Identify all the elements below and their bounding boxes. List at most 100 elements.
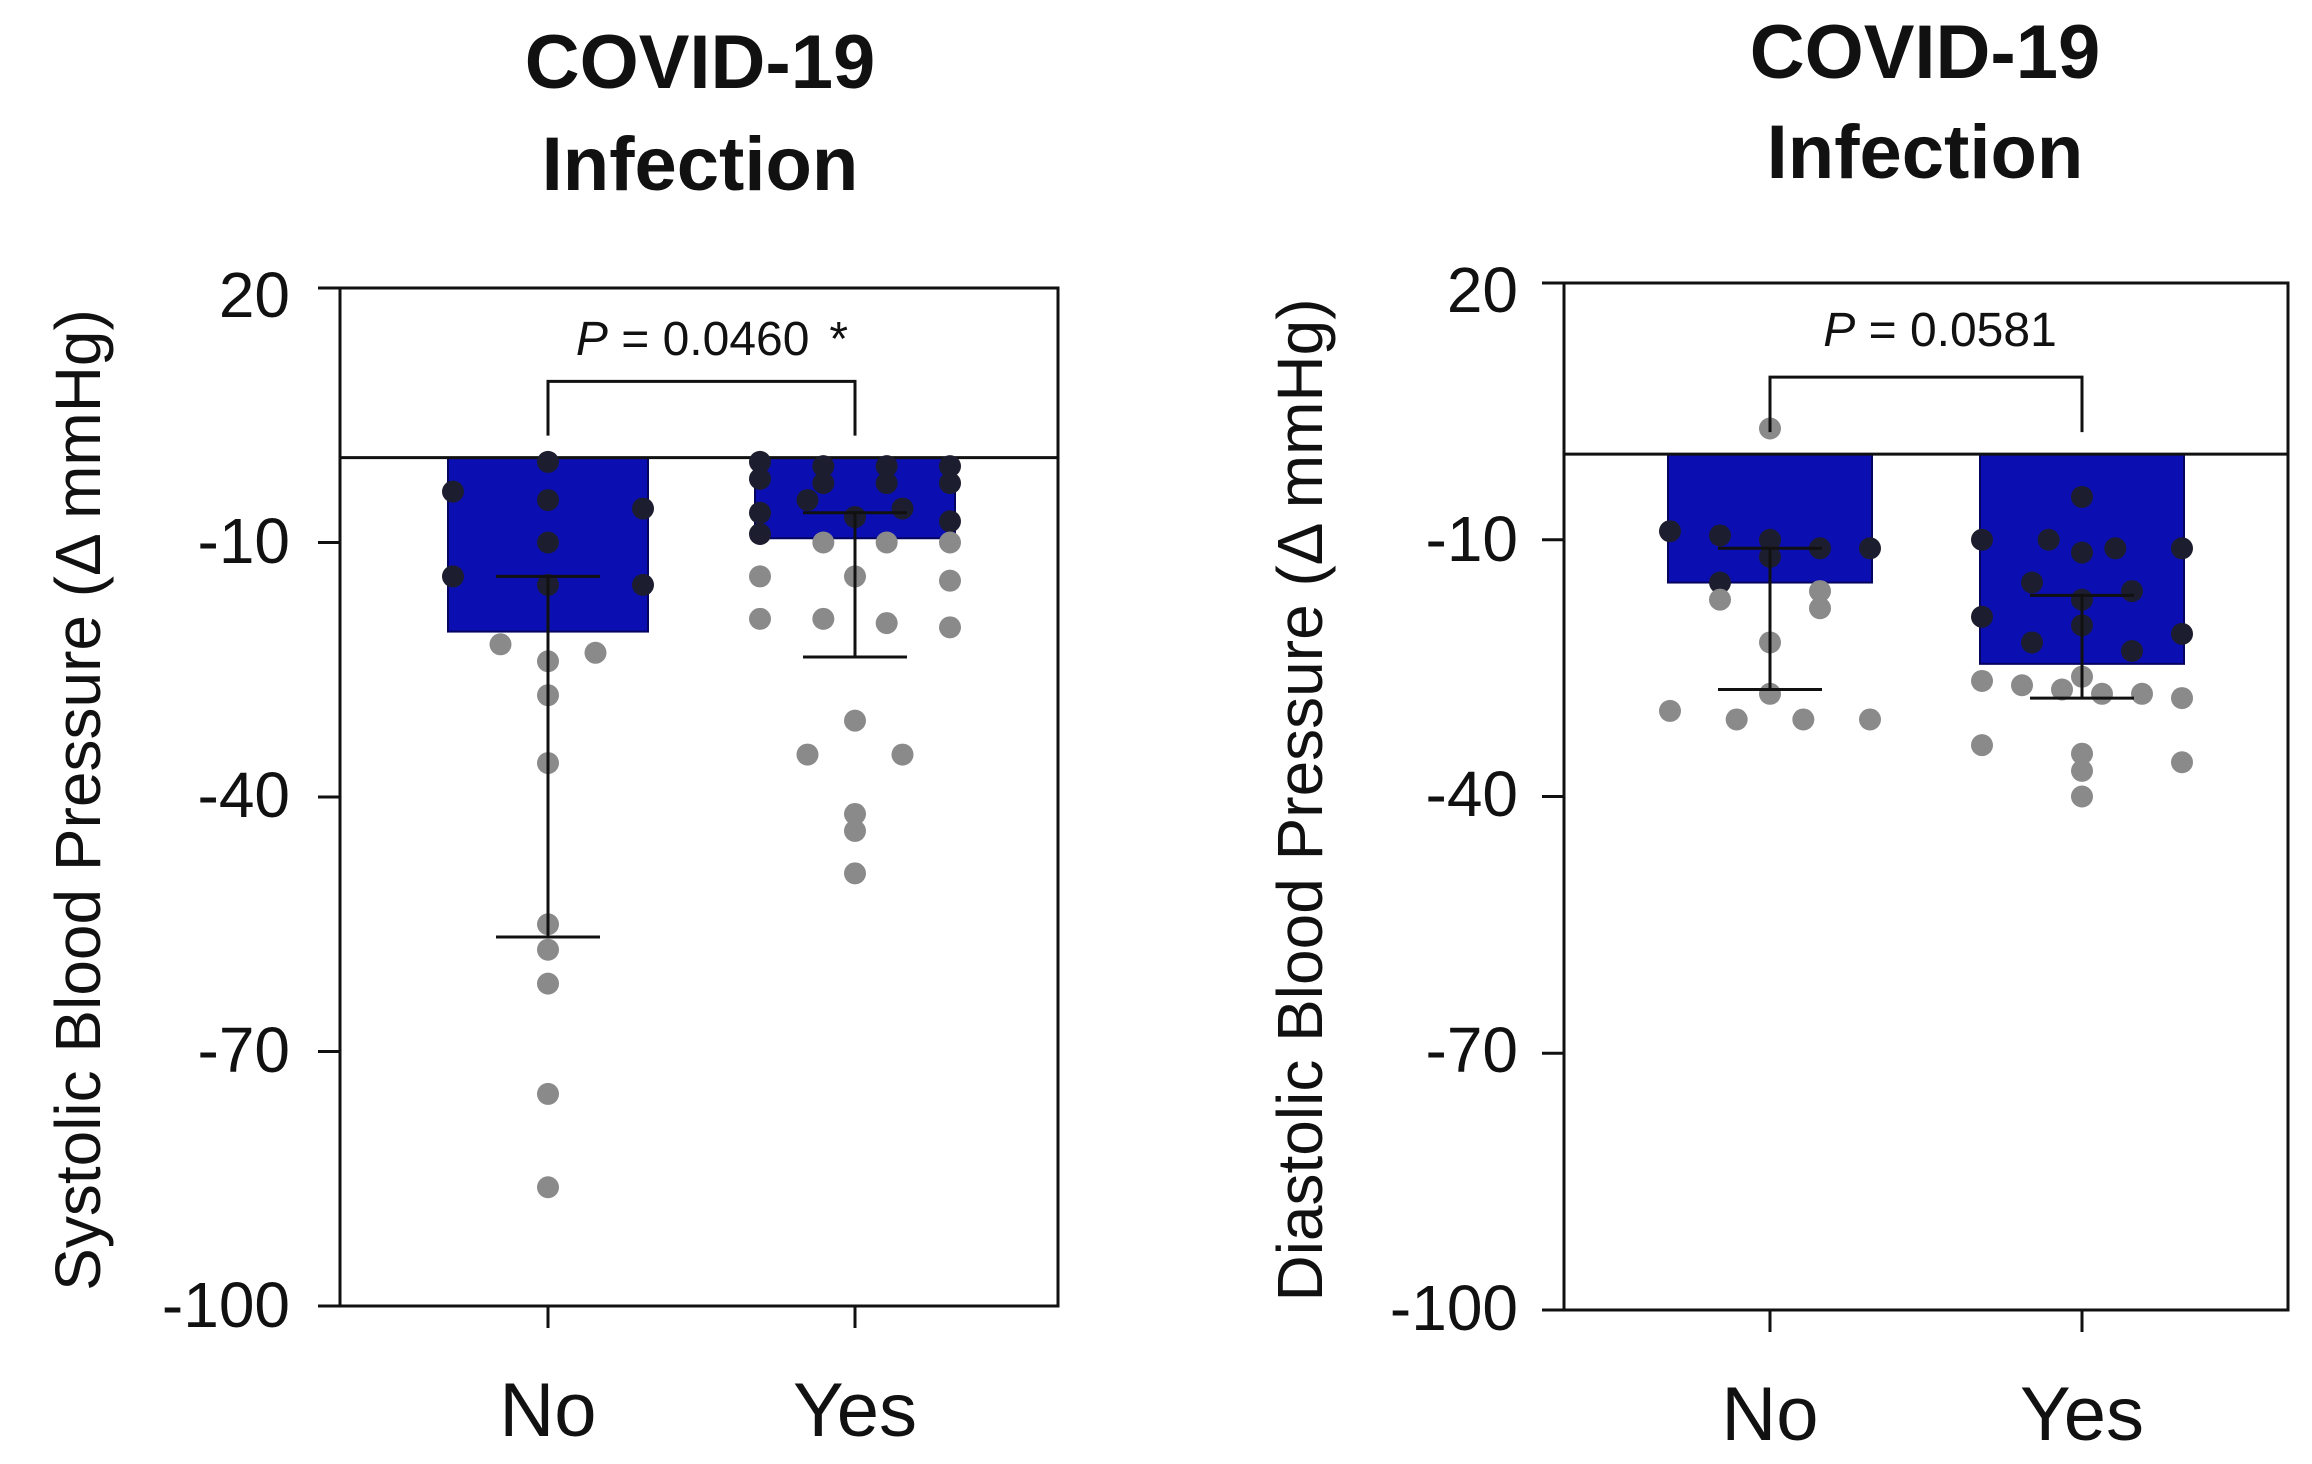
data-point (2021, 571, 2043, 594)
data-point (749, 467, 771, 490)
data-point (632, 573, 654, 596)
data-point (939, 616, 961, 639)
comparison-bracket (546, 379, 857, 436)
data-point (2051, 678, 2073, 701)
plot-frame (338, 286, 1060, 1308)
data-point (812, 607, 835, 630)
data-point (489, 633, 512, 656)
data-point (1971, 605, 1993, 628)
data-point (2171, 622, 2193, 645)
x-category-label-no: No (499, 1368, 596, 1453)
y-tick-label: -100 (1390, 1272, 1518, 1344)
data-point (875, 612, 898, 635)
data-point (537, 1082, 559, 1105)
y-tick-label: 20 (219, 259, 290, 331)
plot-frame (1562, 281, 2290, 1312)
data-point (844, 709, 866, 732)
p-value-annotation: P = 0.0581 (1823, 304, 2057, 357)
data-point (1709, 524, 1731, 547)
data-point (2071, 541, 2093, 564)
data-point (749, 565, 771, 588)
y-tick-label: -70 (198, 1014, 291, 1086)
y-axis-label: Systolic Blood Pressure (Δ mmHg) (42, 309, 114, 1291)
data-point (812, 455, 835, 478)
data-point (1725, 708, 1748, 731)
data-point (939, 510, 961, 533)
data-point (2071, 785, 2093, 808)
data-point (2171, 537, 2193, 560)
y-tick-label: -40 (1426, 758, 1519, 830)
y-axis-label: Diastolic Blood Pressure (Δ mmHg) (1264, 298, 1336, 1301)
data-point (2037, 528, 2060, 551)
data-point (1859, 537, 1881, 560)
data-point (442, 480, 464, 503)
data-point (584, 641, 607, 664)
data-point (939, 569, 961, 592)
p-value-annotation: P = 0.0460 * (576, 313, 848, 366)
x-category-label-no: No (1721, 1372, 1818, 1457)
data-point (749, 450, 771, 473)
data-point (2011, 674, 2033, 697)
data-point (812, 472, 835, 495)
data-point (1659, 699, 1681, 722)
y-tick-label: -40 (198, 759, 291, 831)
data-point (1809, 597, 1831, 620)
panel-title-line-2: Infection (1767, 110, 2084, 195)
data-point (537, 1176, 559, 1199)
data-point (2021, 631, 2043, 654)
data-point (2071, 759, 2093, 782)
data-point (1659, 520, 1681, 543)
data-point (537, 972, 559, 995)
x-category-label-yes: Yes (2020, 1372, 2144, 1457)
data-point (537, 938, 559, 961)
data-point (2171, 751, 2193, 774)
data-point (1709, 588, 1731, 611)
comparison-bracket (1768, 375, 2084, 433)
data-point (2091, 682, 2113, 705)
panel-title-line-1: COVID-19 (1750, 10, 2101, 95)
data-point (2131, 682, 2153, 705)
data-point (1792, 708, 1815, 731)
y-tick-label: -70 (1426, 1014, 1519, 1086)
data-point (749, 607, 771, 630)
systolic-panel: COVID-19 Infection Systolic Blood Pressu… (42, 20, 1060, 1453)
y-tick-label: -10 (198, 505, 291, 577)
data-point (2121, 640, 2143, 663)
data-point (442, 565, 464, 588)
y-tick-label: -10 (1426, 503, 1519, 575)
data-point (812, 531, 835, 554)
x-category-label-yes: Yes (793, 1368, 917, 1453)
data-point (844, 862, 866, 885)
data-point (537, 531, 559, 554)
data-point (2071, 485, 2093, 508)
data-point (749, 523, 771, 546)
diastolic-panel: COVID-19 Infection Diastolic Blood Press… (1264, 10, 2290, 1457)
data-point (844, 802, 866, 825)
data-point (1971, 669, 1993, 692)
data-point (939, 455, 961, 478)
data-point (875, 531, 898, 554)
data-point (891, 497, 914, 520)
data-point (939, 531, 961, 554)
data-point (2171, 687, 2193, 710)
panel-title-line-2: Infection (542, 122, 859, 207)
y-tick-label: 20 (1447, 254, 1518, 326)
data-point (749, 501, 771, 524)
data-point (939, 472, 961, 495)
data-point (537, 450, 559, 473)
data-point (1759, 528, 1781, 551)
data-point (1709, 571, 1731, 594)
data-point (875, 472, 898, 495)
data-point (875, 455, 898, 478)
data-point (844, 819, 866, 842)
panel-title-line-1: COVID-19 (525, 20, 876, 105)
data-point (1971, 528, 1993, 551)
data-point (891, 743, 914, 766)
data-point (632, 497, 654, 520)
data-point (2121, 580, 2143, 603)
data-point (796, 743, 819, 766)
data-point (1859, 708, 1881, 731)
data-point (537, 489, 559, 512)
data-point (1809, 580, 1831, 603)
